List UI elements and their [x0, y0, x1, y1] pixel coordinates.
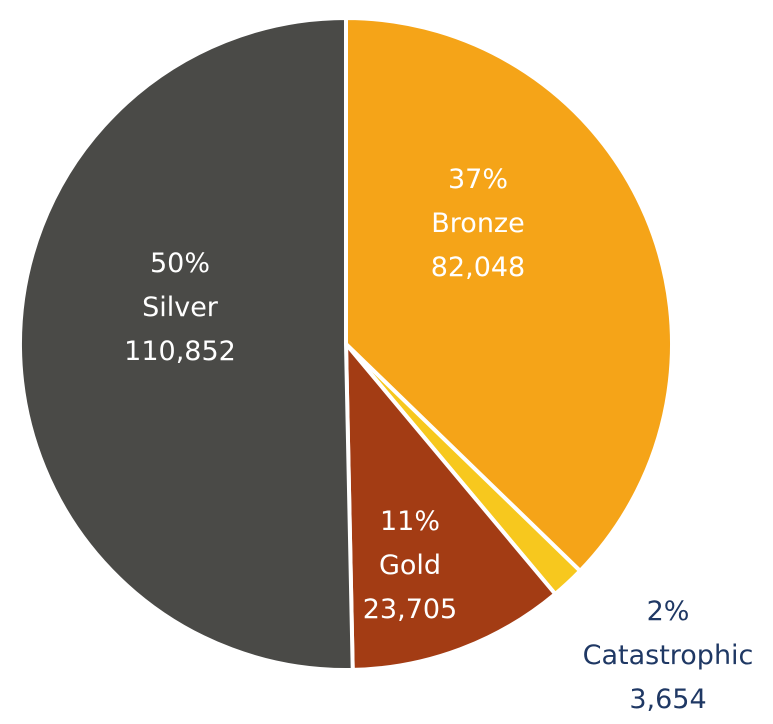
slice-label-gold-name: Gold	[379, 550, 441, 581]
pie-slice-gold	[344, 342, 558, 672]
slice-label-catastrophic-value: 3,654	[629, 684, 706, 715]
slice-label-bronze-value: 82,048	[431, 252, 525, 283]
pie-slices	[17, 16, 674, 672]
slice-label-gold-value: 23,705	[363, 594, 457, 625]
slice-label-silver-value: 110,852	[124, 336, 236, 367]
slice-label-catastrophic-name: Catastrophic	[583, 640, 754, 671]
slice-label-bronze-name: Bronze	[431, 208, 524, 239]
slice-label-bronze-percent: 37%	[448, 164, 508, 195]
pie-labels: 37% Bronze 82,048 2% Catastrophic 3,654 11% Gol…	[124, 164, 753, 715]
slice-label-silver-percent: 50%	[150, 248, 210, 279]
slice-label-catastrophic-percent: 2%	[647, 596, 690, 627]
pie-slice-bronze	[344, 16, 674, 573]
slice-label-gold-percent: 11%	[380, 506, 440, 537]
slice-label-silver-name: Silver	[142, 292, 219, 323]
pie-slice-silver	[17, 16, 355, 672]
